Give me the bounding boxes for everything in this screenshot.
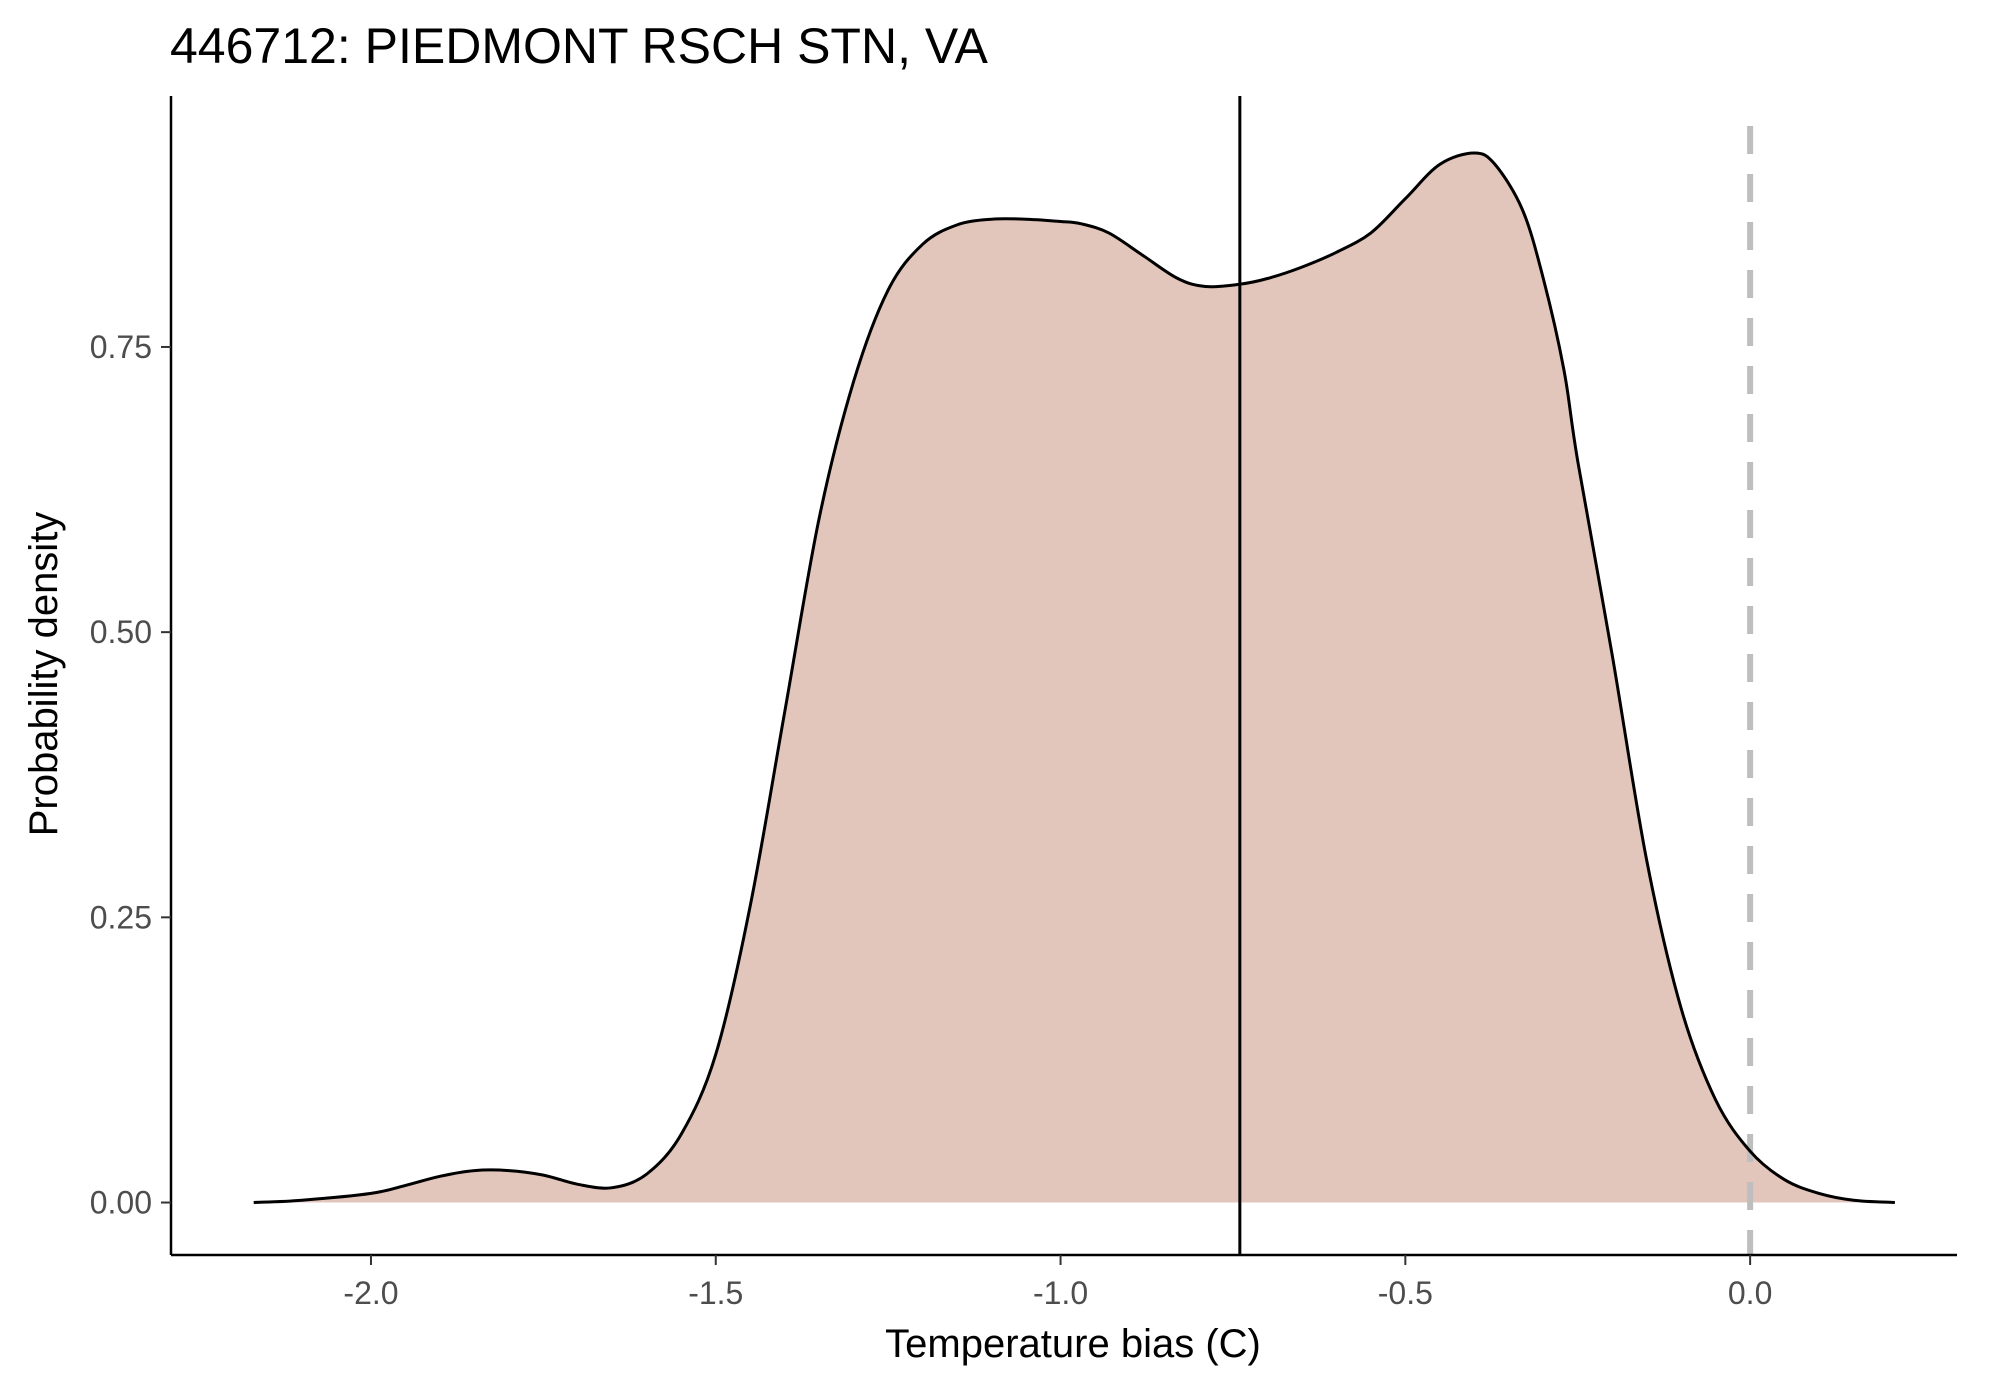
- y-axis-title: Probability density: [22, 512, 66, 837]
- plot-area: [253, 96, 1895, 1255]
- axes: -2.0 -1.5 -1.0 -0.5 0.0 0.00 0.25 0.50 0.75: [90, 96, 1957, 1311]
- x-tick-label: -0.5: [1378, 1275, 1433, 1311]
- chart-title: 446712: PIEDMONT RSCH STN, VA: [170, 18, 988, 74]
- y-tick-label: 0.00: [90, 1185, 152, 1221]
- x-axis-title: Temperature bias (C): [885, 1322, 1261, 1366]
- x-tick-label: -1.5: [688, 1275, 743, 1311]
- y-tick-label: 0.50: [90, 614, 152, 650]
- x-tick-label: 0.0: [1728, 1275, 1772, 1311]
- y-tick-label: 0.25: [90, 899, 152, 935]
- density-line: [253, 151, 1895, 1204]
- y-tick-label: 0.75: [90, 329, 152, 365]
- density-area: [253, 153, 1895, 1203]
- x-tick-label: -2.0: [343, 1275, 398, 1311]
- x-tick-label: -1.0: [1033, 1275, 1088, 1311]
